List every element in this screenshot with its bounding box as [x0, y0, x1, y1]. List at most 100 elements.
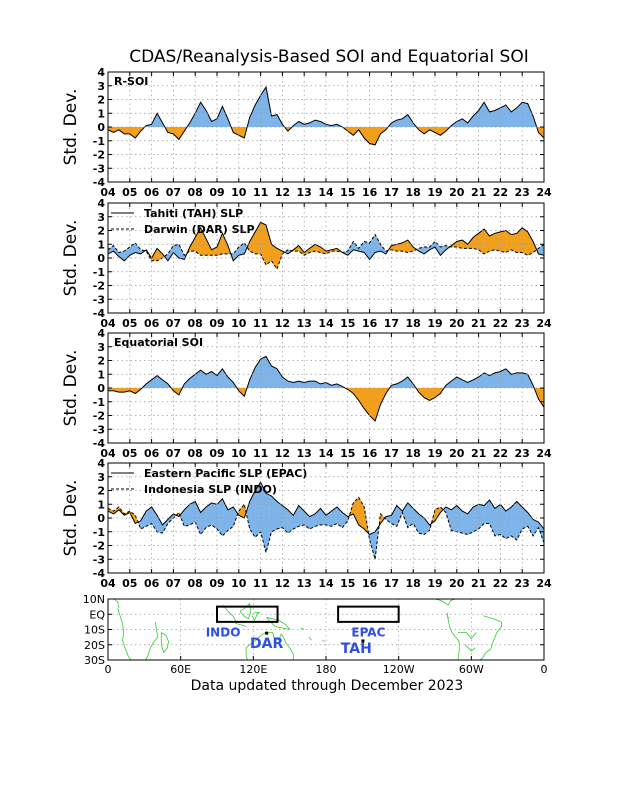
data-point: 0.8	[336, 506, 339, 509]
data-point: 0.2	[150, 123, 153, 126]
x-tick-label: 22	[493, 577, 508, 590]
data-point: 0.4	[363, 251, 366, 254]
data-point: -0.8	[276, 528, 279, 531]
x-tick-label: 12	[275, 186, 290, 199]
map-lat-label: EQ	[89, 608, 105, 621]
data-point: 1.2	[434, 240, 437, 243]
y-tick-label: -3	[93, 293, 105, 306]
data-point: 1.5	[221, 105, 224, 108]
data-point: -1.5	[504, 537, 507, 540]
x-tick-label: 18	[406, 186, 421, 199]
data-point: -0.2	[270, 259, 273, 262]
data-point: 1.4	[515, 106, 518, 109]
x-tick-label: 21	[471, 577, 486, 590]
data-point: 0.6	[161, 378, 164, 381]
coastline	[465, 644, 476, 652]
x-tick-label: 06	[144, 317, 160, 330]
data-point: 0.5	[303, 510, 306, 513]
data-point: 0.8	[319, 246, 322, 249]
x-tick-label: 23	[515, 317, 530, 330]
region-box-epac	[337, 605, 400, 623]
x-tick-label: 12	[275, 317, 290, 330]
data-point: 0.5	[450, 380, 453, 383]
data-point: 1.1	[243, 242, 246, 245]
data-point: 0.4	[308, 251, 311, 254]
x-tick-label: 06	[144, 577, 160, 590]
data-point: 1.2	[515, 500, 518, 503]
y-tick-label: 4	[97, 457, 105, 470]
x-tick-label: 11	[253, 447, 268, 460]
data-point: 0.5	[417, 250, 420, 253]
difference-fill	[516, 227, 523, 253]
coastline	[222, 604, 237, 623]
data-point: -1.3	[374, 143, 377, 146]
legend: Tahiti (TAH) SLP Darwin (DAR) SLP	[111, 207, 255, 236]
map-grid	[108, 599, 544, 660]
coastline	[145, 621, 159, 661]
data-point: 0.3	[287, 253, 290, 256]
data-point: 0.4	[526, 511, 529, 514]
y-tick-label: -2	[93, 540, 105, 553]
y-tick-label: 0	[97, 252, 105, 265]
data-point: 0.6	[287, 248, 290, 251]
data-point: 0.3	[466, 121, 469, 124]
data-point: -0.6	[243, 395, 246, 398]
data-point: 0.8	[450, 246, 453, 249]
data-point: 1.6	[254, 103, 257, 106]
data-point: 0.9	[112, 244, 115, 247]
data-point: 1.6	[504, 103, 507, 106]
data-point: 0.5	[330, 510, 333, 513]
data-point: 0.3	[385, 253, 388, 256]
data-point: 0.2	[532, 384, 535, 387]
data-point: 0.8	[205, 506, 208, 509]
x-tick-label: 06	[144, 186, 160, 199]
data-point: 1.0	[178, 243, 181, 246]
data-point: 0.3	[314, 513, 317, 516]
y-tick-label: 1	[97, 107, 105, 120]
difference-fill	[500, 230, 506, 253]
data-point: -0.6	[352, 134, 355, 137]
y-tick-label: 0	[97, 382, 105, 395]
data-point: 0.7	[466, 247, 469, 250]
data-point: 0.3	[188, 121, 191, 124]
y-tick-label: -1	[93, 526, 105, 539]
data-point: -0.8	[521, 528, 524, 531]
data-point: 0.8	[439, 246, 442, 249]
data-point: 0.7	[336, 247, 339, 250]
data-point: -0.2	[417, 128, 420, 131]
data-point: -0.3	[117, 391, 120, 394]
data-point: 0.8	[270, 114, 273, 117]
data-point: -0.4	[167, 522, 170, 525]
data-point: 0.6	[227, 508, 230, 511]
difference-fill	[494, 231, 501, 252]
x-tick-label: 11	[253, 186, 268, 199]
data-point: 0.5	[145, 510, 148, 513]
x-tick-label: 16	[362, 577, 378, 590]
data-point: -0.5	[177, 393, 180, 396]
data-point: 0.8	[128, 246, 131, 249]
data-point: -0.3	[417, 391, 420, 394]
coastline	[117, 607, 132, 661]
legend: Eastern Pacific SLP (EPAC) Indonesia SLP …	[111, 467, 307, 496]
data-point: -0.7	[423, 396, 426, 399]
data-point: 0.8	[363, 506, 366, 509]
data-point: 0.8	[232, 506, 235, 509]
data-point: 0.8	[472, 506, 475, 509]
data-point: -0.6	[232, 525, 235, 528]
data-point: 0.2	[156, 514, 159, 517]
x-tick-label: 19	[427, 447, 442, 460]
data-point: 0.5	[401, 250, 404, 253]
data-point: -0.4	[483, 522, 486, 525]
data-point: 0.4	[341, 251, 344, 254]
x-tick-label: 16	[362, 447, 378, 460]
data-point: 0.3	[423, 253, 426, 256]
y-tick-label: -4	[93, 437, 106, 450]
data-point: 0.2	[183, 254, 186, 257]
data-point: 1.8	[477, 232, 480, 235]
station-marker	[361, 639, 365, 643]
coastline	[479, 615, 503, 661]
data-point: 0.2	[128, 254, 131, 257]
data-point: 0.3	[254, 253, 257, 256]
data-point: 0.3	[221, 253, 224, 256]
